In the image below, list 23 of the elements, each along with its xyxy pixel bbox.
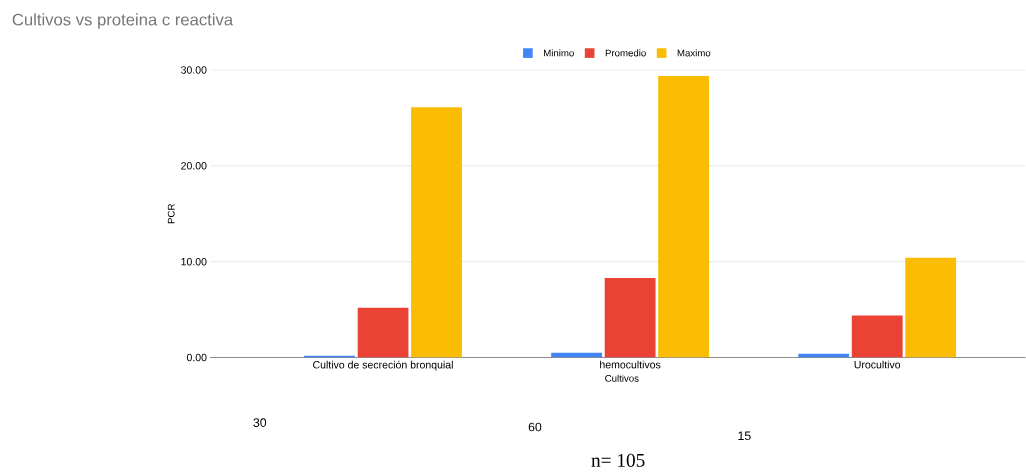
text: 30 — [253, 418, 267, 428]
bar — [357, 307, 409, 358]
bar — [851, 315, 903, 358]
text: n= 105 — [591, 454, 645, 468]
bar — [604, 278, 656, 358]
legend-label: Promedio — [605, 49, 646, 57]
bar — [658, 75, 710, 358]
y-tick-label: 0.00 — [186, 354, 207, 362]
legend-label: Maximo — [677, 49, 711, 57]
y-tick-label: 30.00 — [181, 66, 207, 74]
y-tick-label: 10.00 — [181, 258, 207, 266]
bar — [411, 107, 462, 358]
x-tick-label: Cultivo de secreción bronquial — [313, 360, 453, 371]
text: 60 — [528, 422, 542, 432]
x-tick-label: hemocultivos — [600, 360, 661, 369]
chart-title: Cultivos vs proteina c reactiva — [12, 13, 234, 29]
y-axis-title: PCR — [167, 204, 175, 224]
text: 15 — [738, 431, 751, 441]
legend-label: Minimo — [544, 49, 574, 57]
bar — [905, 258, 957, 358]
x-tick-label: Urocultivo — [854, 360, 901, 369]
y-tick-label: 20.00 — [181, 162, 207, 170]
x-axis-title: Cultivos — [605, 374, 639, 382]
